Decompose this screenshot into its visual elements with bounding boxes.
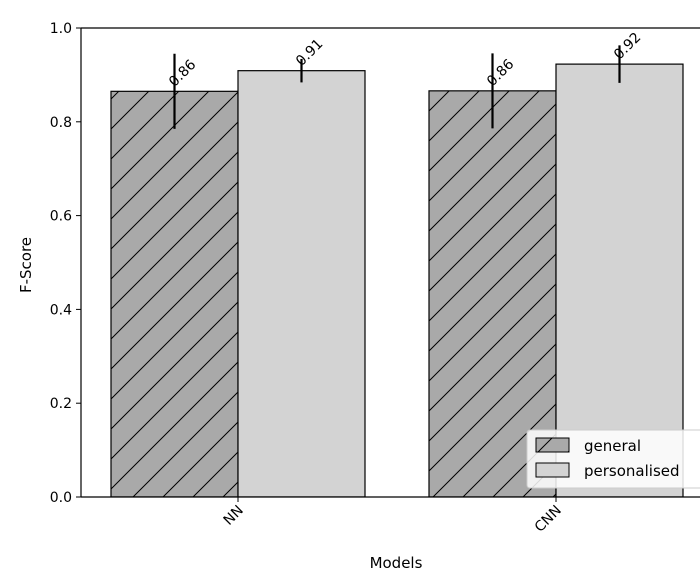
x-tick-label-nn: NN: [221, 503, 247, 529]
bar-personalised-nn: [237, 70, 366, 497]
data-label-general-cnn: 0.86: [484, 56, 517, 89]
x-axis-label: Models: [370, 554, 423, 572]
bars-layer: [110, 63, 684, 497]
legend-label-general: general: [584, 437, 641, 455]
data-label-personalised-nn: 0.91: [293, 36, 326, 69]
y-tick-label: 0.6: [50, 209, 72, 225]
data-label-personalised-cnn: 0.92: [611, 30, 644, 63]
legend-swatch-general: [535, 437, 570, 453]
y-tick-label: 0.8: [50, 115, 72, 131]
y-axis-label: F-Score: [17, 237, 35, 293]
legend-label-personalised: personalised: [584, 462, 680, 480]
y-tick-label: 0.2: [50, 396, 72, 412]
y-tick-label: 0.0: [50, 490, 72, 506]
bar-personalised-cnn: [555, 63, 684, 497]
y-tick-label: 0.4: [50, 302, 72, 318]
legend: general personalised: [526, 429, 700, 489]
legend-swatch-personalised: [535, 462, 570, 478]
data-label-general-nn: 0.86: [166, 57, 199, 90]
legend-box: [526, 429, 700, 489]
bar-general-nn: [110, 90, 239, 497]
bar-general-cnn: [428, 90, 557, 497]
y-tick-label: 1.0: [50, 21, 72, 37]
x-tick-label-cnn: CNN: [532, 503, 565, 536]
